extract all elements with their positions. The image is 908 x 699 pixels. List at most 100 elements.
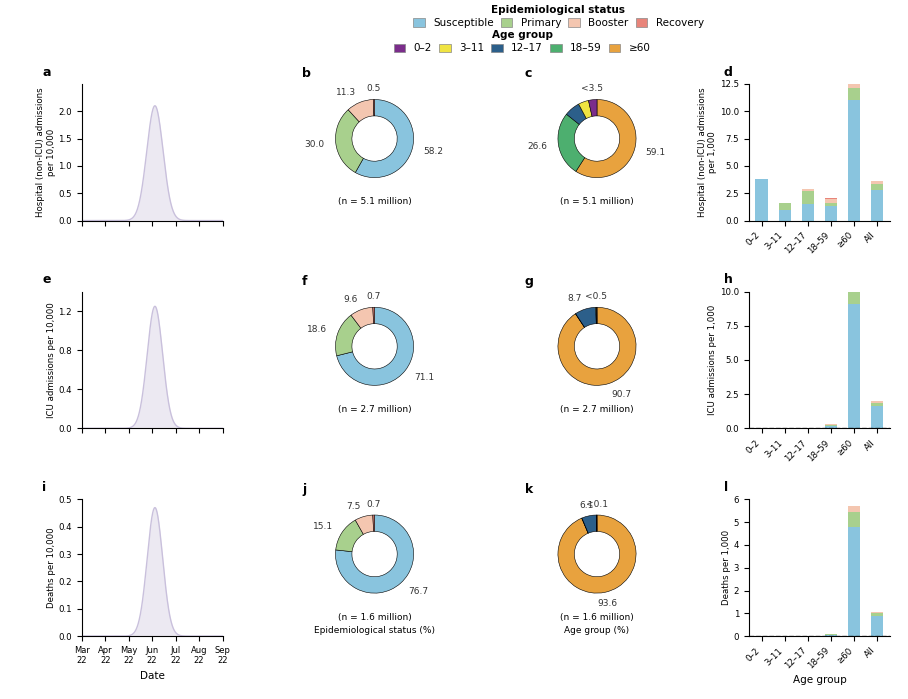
- Wedge shape: [373, 515, 375, 531]
- Bar: [871, 613, 883, 616]
- Bar: [871, 185, 883, 190]
- Bar: [871, 616, 883, 636]
- Bar: [824, 199, 837, 203]
- Text: (n = 1.6 million): (n = 1.6 million): [560, 613, 634, 622]
- Text: (n = 1.6 million): (n = 1.6 million): [338, 613, 411, 622]
- Bar: [871, 190, 883, 221]
- Bar: [848, 100, 861, 221]
- Wedge shape: [558, 114, 585, 171]
- Bar: [848, 76, 861, 88]
- Text: 0.7: 0.7: [366, 500, 380, 509]
- Text: e: e: [43, 273, 51, 287]
- Text: Epidemiological status (%): Epidemiological status (%): [314, 626, 435, 635]
- Text: h: h: [724, 273, 733, 287]
- Bar: [848, 282, 861, 289]
- Wedge shape: [373, 99, 375, 116]
- Text: f: f: [302, 275, 308, 288]
- Text: b: b: [302, 68, 311, 80]
- Wedge shape: [576, 314, 585, 327]
- Text: 26.6: 26.6: [528, 142, 548, 151]
- Text: i: i: [43, 481, 46, 494]
- Text: 90.7: 90.7: [611, 389, 632, 398]
- Wedge shape: [336, 520, 363, 552]
- Wedge shape: [558, 308, 637, 385]
- Text: 0.7: 0.7: [366, 292, 380, 301]
- Bar: [848, 304, 861, 428]
- Wedge shape: [335, 515, 414, 593]
- Text: 7.5: 7.5: [346, 501, 360, 510]
- Bar: [824, 635, 837, 636]
- Text: c: c: [525, 68, 532, 80]
- Bar: [824, 203, 837, 206]
- Text: j: j: [302, 483, 306, 496]
- Bar: [871, 406, 883, 428]
- Legend: Susceptible, Primary, Booster, Recovery: Susceptible, Primary, Booster, Recovery: [413, 5, 704, 29]
- Text: 59.1: 59.1: [645, 148, 665, 157]
- Bar: [871, 181, 883, 185]
- Y-axis label: Deaths per 1,000: Deaths per 1,000: [722, 530, 731, 605]
- Bar: [871, 403, 883, 406]
- Text: (n = 5.1 million): (n = 5.1 million): [338, 197, 411, 206]
- Text: (n = 2.7 million): (n = 2.7 million): [338, 405, 411, 414]
- Text: <0.1: <0.1: [586, 500, 607, 509]
- Bar: [824, 424, 837, 425]
- Text: 0.5: 0.5: [367, 84, 381, 93]
- Y-axis label: Hospital (non-ICU) admissions
per 10,000: Hospital (non-ICU) admissions per 10,000: [36, 87, 55, 217]
- Bar: [848, 512, 861, 527]
- Bar: [824, 425, 837, 426]
- Y-axis label: Deaths per 10,000: Deaths per 10,000: [46, 528, 55, 608]
- Text: 15.1: 15.1: [312, 522, 332, 531]
- Wedge shape: [582, 515, 597, 533]
- Text: 9.6: 9.6: [343, 295, 358, 304]
- Legend: 0–2, 3–11, 12–17, 18–59, ≥60: 0–2, 3–11, 12–17, 18–59, ≥60: [393, 30, 651, 54]
- Wedge shape: [576, 308, 597, 327]
- Text: <0.5: <0.5: [585, 292, 607, 301]
- Text: g: g: [525, 275, 533, 288]
- Bar: [802, 189, 814, 191]
- Text: 11.3: 11.3: [336, 88, 356, 96]
- Wedge shape: [596, 308, 597, 324]
- Bar: [824, 206, 837, 221]
- Text: 93.6: 93.6: [597, 598, 617, 607]
- Text: 58.2: 58.2: [423, 147, 443, 156]
- Bar: [778, 210, 791, 221]
- Wedge shape: [335, 110, 363, 173]
- Bar: [871, 612, 883, 613]
- Wedge shape: [337, 308, 414, 385]
- Text: (n = 5.1 million): (n = 5.1 million): [560, 197, 634, 206]
- Text: 6.1: 6.1: [579, 500, 594, 510]
- Bar: [755, 179, 768, 221]
- Text: (n = 2.7 million): (n = 2.7 million): [560, 405, 634, 414]
- Wedge shape: [351, 308, 373, 329]
- Y-axis label: ICU admissions per 10,000: ICU admissions per 10,000: [46, 302, 55, 418]
- Text: a: a: [43, 66, 51, 79]
- Bar: [848, 88, 861, 100]
- Text: 18.6: 18.6: [307, 325, 328, 334]
- Bar: [824, 426, 837, 428]
- Text: 76.7: 76.7: [408, 586, 428, 596]
- Text: 71.1: 71.1: [414, 373, 434, 382]
- Wedge shape: [558, 515, 637, 593]
- Bar: [802, 204, 814, 221]
- Wedge shape: [335, 315, 360, 356]
- Wedge shape: [576, 99, 637, 178]
- Wedge shape: [355, 99, 414, 178]
- Wedge shape: [567, 104, 587, 124]
- Bar: [802, 191, 814, 204]
- Wedge shape: [355, 515, 373, 534]
- Bar: [848, 289, 861, 304]
- Text: k: k: [525, 483, 533, 496]
- Bar: [871, 401, 883, 403]
- Text: l: l: [724, 481, 728, 494]
- Wedge shape: [582, 518, 588, 533]
- Y-axis label: ICU admissions per 1,000: ICU admissions per 1,000: [708, 305, 717, 415]
- Text: <3.5: <3.5: [580, 85, 603, 94]
- Text: Age group (%): Age group (%): [565, 626, 629, 635]
- Bar: [848, 506, 861, 512]
- Wedge shape: [348, 99, 374, 122]
- Y-axis label: Hospital (non-ICU) admissions
per 1,000: Hospital (non-ICU) admissions per 1,000: [698, 87, 717, 217]
- Text: 8.7: 8.7: [568, 294, 582, 303]
- X-axis label: Date: Date: [140, 671, 164, 681]
- Wedge shape: [373, 308, 375, 324]
- X-axis label: Age group: Age group: [793, 675, 846, 685]
